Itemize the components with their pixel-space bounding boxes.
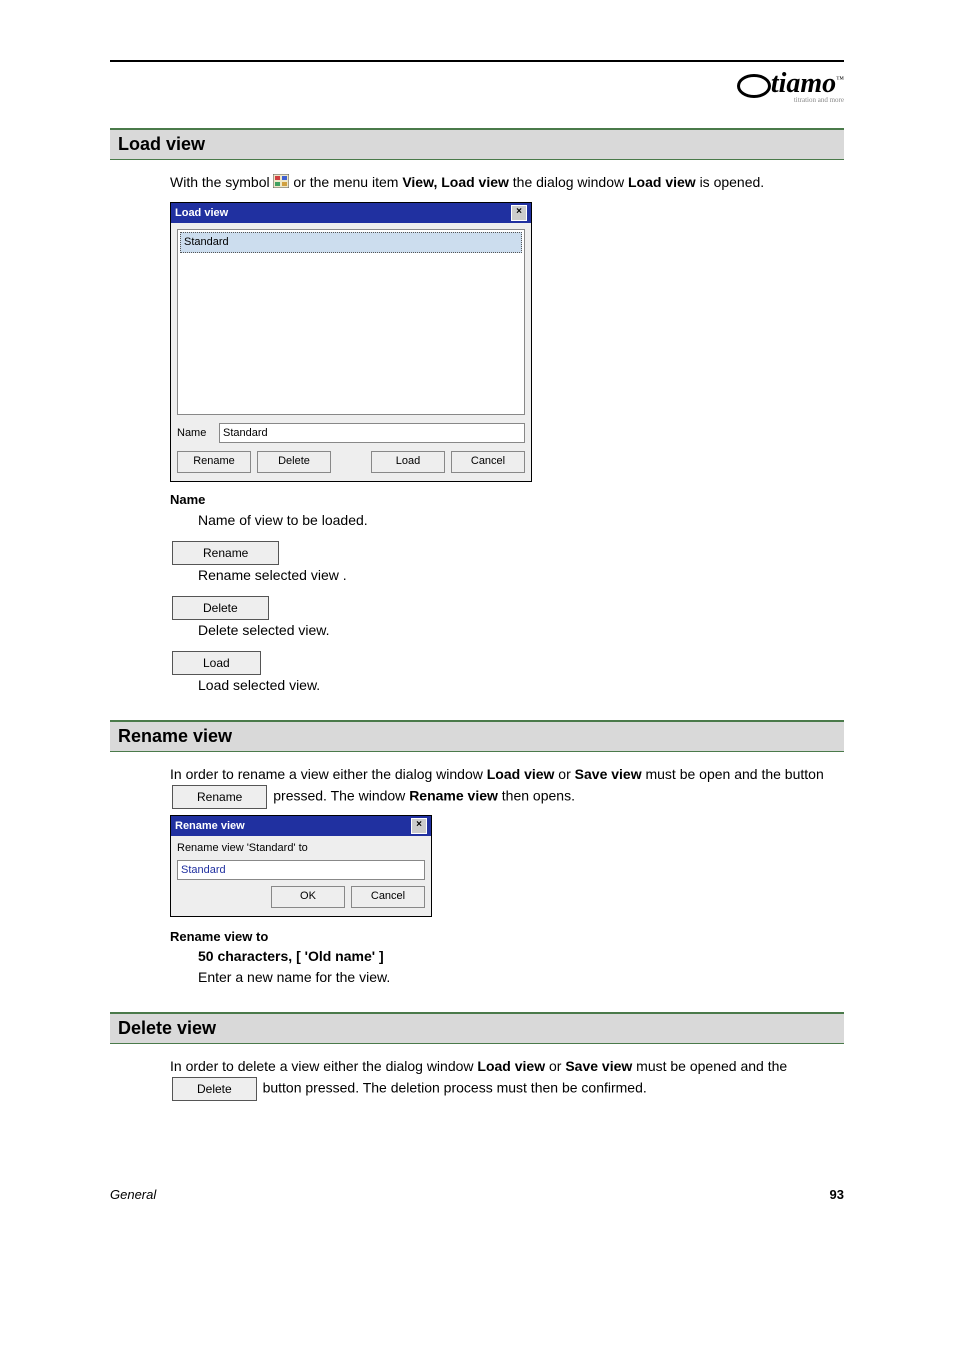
delete-intro: In order to delete a view either the dia… — [170, 1056, 844, 1101]
section-delete-view: Delete view — [110, 1012, 844, 1044]
delete-button-illust: Delete — [172, 596, 269, 620]
footer-section: General — [110, 1187, 156, 1202]
def-load-body: Load selected view. — [198, 675, 844, 696]
close-icon[interactable]: × — [411, 818, 427, 834]
rename-button-inline: Rename — [172, 785, 267, 809]
delete-button-inline: Delete — [172, 1077, 257, 1101]
dialog-title: Rename view — [175, 818, 245, 835]
cancel-button[interactable]: Cancel — [451, 451, 525, 473]
logo-tm: ™ — [836, 75, 844, 84]
rename-input[interactable] — [177, 860, 425, 880]
rename-view-dialog: Rename view × Rename view 'Standard' to … — [170, 815, 432, 917]
dialog-title: Load view — [175, 205, 228, 222]
name-label: Name — [177, 425, 213, 442]
name-input[interactable] — [219, 423, 525, 443]
top-rule — [110, 60, 844, 62]
brand-logo: tiamo™ titration and more — [737, 68, 844, 104]
def-name-term: Name — [170, 490, 844, 510]
delete-button[interactable]: Delete — [257, 451, 331, 473]
def-rename-term: Rename view to — [170, 927, 844, 947]
load-intro: With the symbol or the menu item View, L… — [170, 172, 844, 194]
def-rename-body: Rename selected view . — [198, 565, 844, 586]
rename-label: Rename view 'Standard' to — [177, 840, 425, 857]
list-item[interactable]: Standard — [180, 232, 522, 253]
logo-text: tiamo — [771, 68, 836, 99]
def-rename-constraint: 50 characters, [ 'Old name' ] — [198, 948, 384, 964]
section-rename-view: Rename view — [110, 720, 844, 752]
load-button[interactable]: Load — [371, 451, 445, 473]
load-view-dialog: Load view × Standard Name Rename Delete … — [170, 202, 532, 483]
cancel-button[interactable]: Cancel — [351, 886, 425, 908]
view-list[interactable]: Standard — [177, 229, 525, 415]
def-rename-body: Enter a new name for the view. — [198, 969, 390, 985]
close-icon[interactable]: × — [511, 205, 527, 221]
def-delete-body: Delete selected view. — [198, 620, 844, 641]
ok-button[interactable]: OK — [271, 886, 345, 908]
load-button-illust: Load — [172, 651, 261, 675]
rename-button[interactable]: Rename — [177, 451, 251, 473]
page-number: 93 — [830, 1187, 844, 1202]
section-load-view: Load view — [110, 128, 844, 160]
rename-button-illust: Rename — [172, 541, 279, 565]
rename-intro: In order to rename a view either the dia… — [170, 764, 844, 809]
def-name-body: Name of view to be loaded. — [198, 510, 844, 531]
load-view-toolbar-icon — [273, 173, 289, 194]
